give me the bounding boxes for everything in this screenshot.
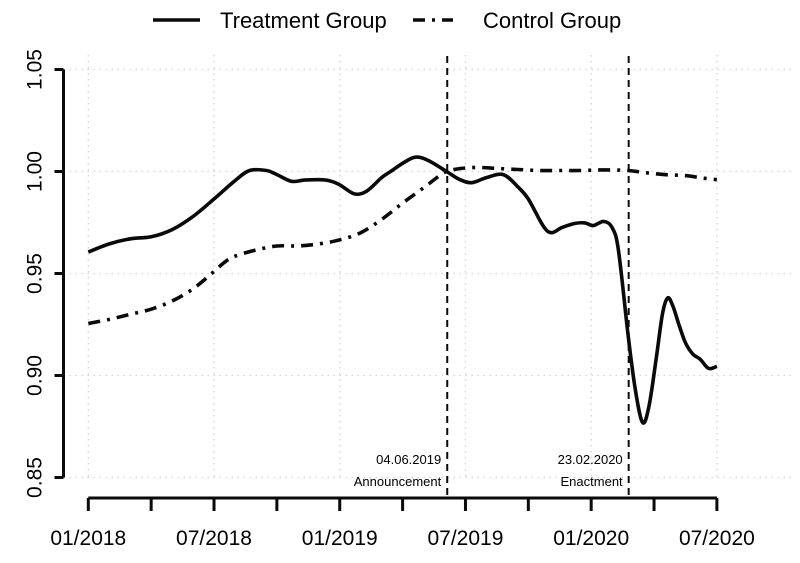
y-tick-label: 0.95 [24,253,47,294]
x-tick-label: 01/2020 [553,527,629,550]
y-tick-label: 1.05 [24,49,47,90]
x-tick-label: 01/2019 [302,527,378,550]
treatment-group-line [87,155,718,425]
x-tick-label: 07/2020 [679,527,755,550]
announcement-date-label: 04.06.2019 [376,452,441,467]
y-tick-label: 0.85 [24,457,47,498]
legend-label-treatment-group: Treatment Group [220,8,387,33]
x-axis [86,496,719,511]
control-group-line [87,165,718,326]
y-axis [54,68,65,479]
announcement-caption-label: Announcement [354,474,442,489]
x-tick-label: 01/2018 [50,527,126,550]
y-tick-label: 0.90 [24,355,47,396]
y-tick-label: 1.00 [24,151,47,192]
enactment-caption-label: Enactment [561,474,624,489]
x-tick-label: 07/2019 [427,527,503,550]
legend: Treatment Group Control Group [153,8,621,33]
enactment-date-label: 23.02.2020 [558,452,623,467]
x-tick-label: 07/2018 [176,527,252,550]
legend-label-control-group: Control Group [483,8,621,33]
gridlines [63,55,792,480]
